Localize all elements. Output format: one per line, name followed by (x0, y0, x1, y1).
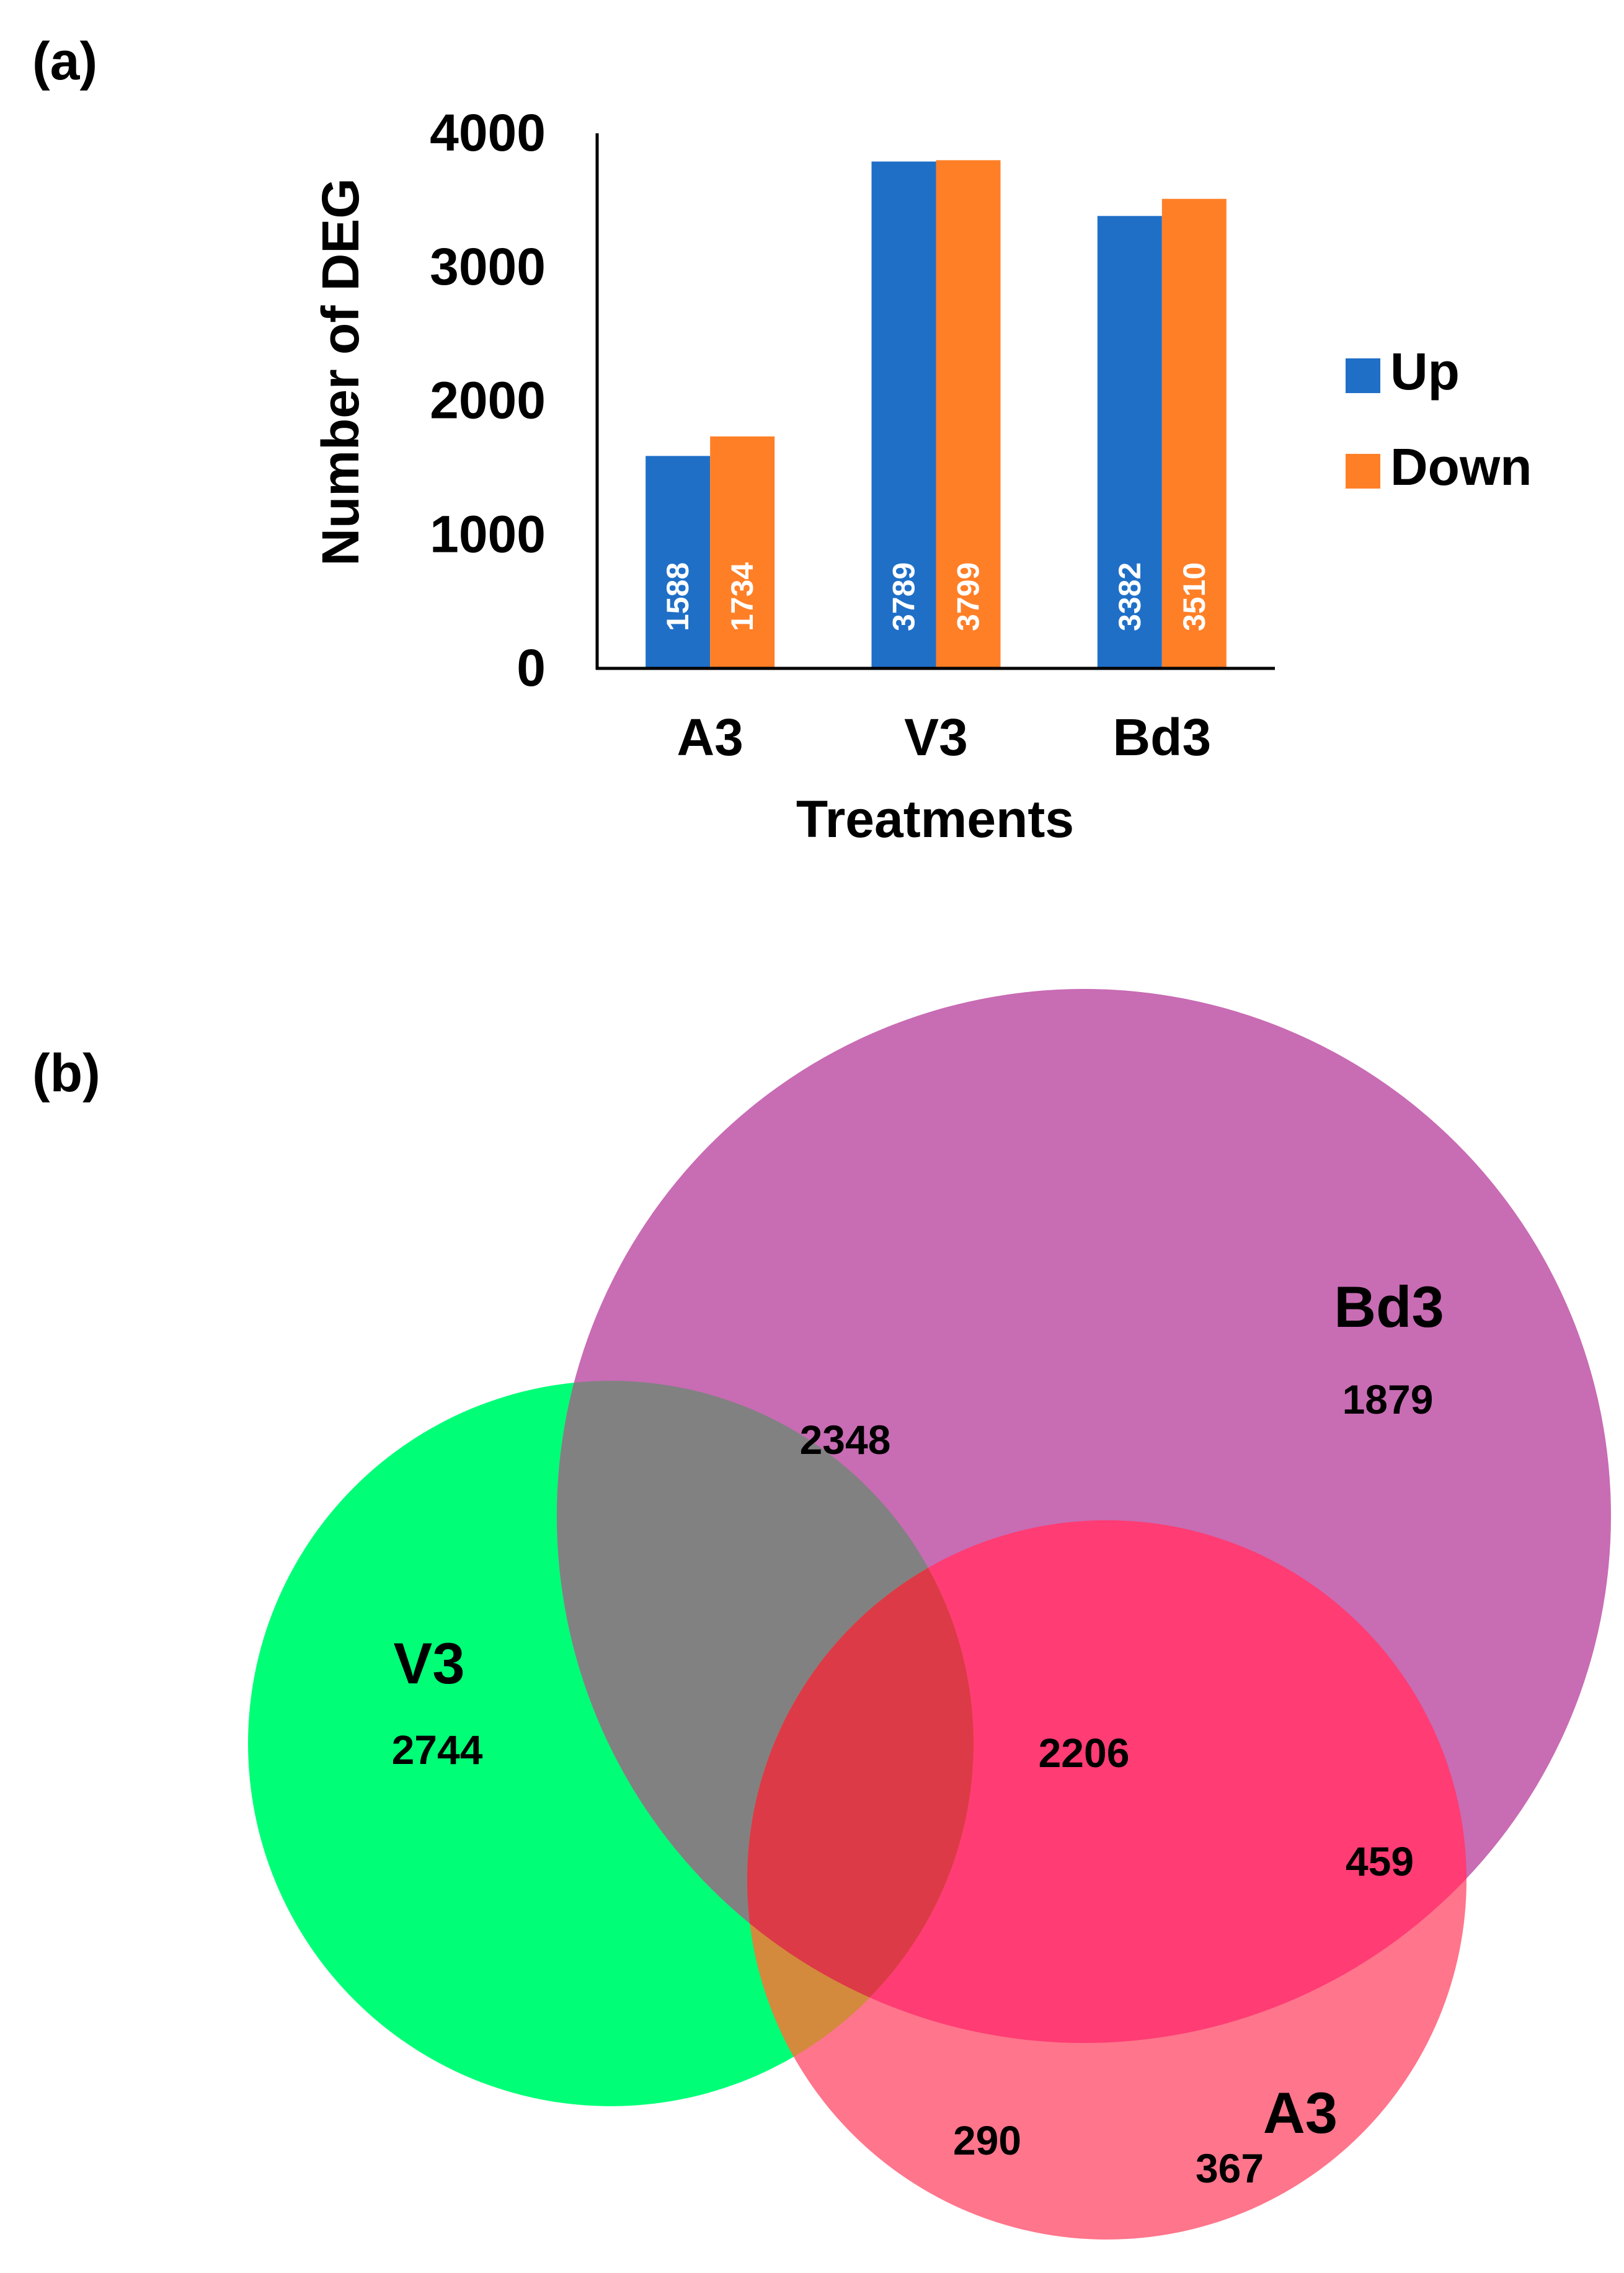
x-tick-labels: A3 V3 Bd3 (677, 708, 1211, 766)
bar-value-label-down-bd3: 3510 (1177, 562, 1212, 631)
venn-label-bd3: Bd3 (1334, 1274, 1444, 1339)
legend-label-down: Down (1390, 438, 1532, 496)
bar-value-label-down-v3: 3799 (951, 562, 986, 631)
bar-value-label-up-v3: 3789 (887, 562, 921, 631)
bar-up-v3 (871, 161, 936, 668)
bar-value-label-up-a3: 1588 (660, 562, 695, 631)
x-axis-title: Treatments (796, 790, 1074, 848)
bar-up-bd3 (1097, 216, 1162, 668)
bar-value-label-down-a3: 1734 (725, 562, 760, 631)
panel-b-label: (b) (32, 1043, 100, 1103)
legend-label-up: Up (1390, 342, 1460, 401)
venn-count-v3-bd3: 2348 (800, 1417, 891, 1463)
venn-count-v3-only: 2744 (392, 1727, 483, 1773)
x-tick-label-v3: V3 (904, 708, 968, 766)
bar-up-a3 (646, 456, 711, 668)
venn-count-bd3-a3: 459 (1346, 1838, 1414, 1884)
venn-count-bd3-only: 1879 (1342, 1376, 1434, 1422)
panel-a-label: (a) (32, 32, 97, 91)
x-tick-label-bd3: Bd3 (1112, 708, 1211, 766)
venn-overlap-all (747, 1520, 974, 2043)
bar-value-label-up-bd3: 3382 (1112, 562, 1147, 631)
bar-chart-panel: (a) 0 1000 2000 3000 4000 1588 1734 3789 3799 33… (32, 32, 1532, 848)
x-tick-label-a3: A3 (677, 708, 743, 766)
venn-count-a3-only: 367 (1196, 2145, 1264, 2191)
legend-swatch-down (1346, 454, 1380, 489)
legend-swatch-up (1346, 358, 1380, 393)
y-tick-label: 0 (517, 639, 546, 697)
legend: Up Down (1346, 342, 1532, 496)
y-tick-label: 3000 (430, 237, 546, 296)
bar-down-bd3 (1161, 198, 1227, 668)
venn-overlap-all-group (747, 1520, 974, 2043)
bar-down-v3 (936, 160, 1001, 669)
y-tick-label: 2000 (430, 371, 546, 430)
y-axis-title: Number of DEG (311, 178, 370, 565)
y-tick-label: 4000 (430, 104, 546, 162)
venn-panel: (b) V3 Bd3 A3 2744 1879 367 2348 290 459… (32, 989, 1611, 2240)
bar-down-a3 (710, 436, 775, 668)
y-tick-label: 1000 (430, 505, 546, 563)
venn-label-v3: V3 (394, 1631, 465, 1696)
bars: 1588 1734 3789 3799 3382 3510 (646, 160, 1227, 669)
y-tick-labels: 0 1000 2000 3000 4000 (430, 104, 546, 697)
venn-count-all: 2206 (1039, 1730, 1130, 1776)
venn-label-a3: A3 (1263, 2080, 1338, 2145)
venn-count-v3-a3: 290 (953, 2117, 1021, 2163)
